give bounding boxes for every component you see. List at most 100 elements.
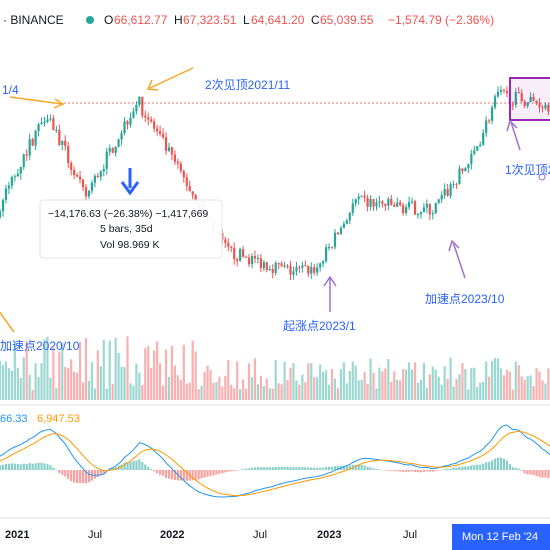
candle-body	[135, 104, 138, 112]
volume-bar	[443, 366, 446, 400]
volume-bar	[547, 368, 550, 400]
candle-body	[505, 90, 509, 93]
candle-body	[473, 150, 476, 154]
macd-histogram-bar	[443, 468, 446, 470]
macd-histogram-bar	[357, 464, 360, 470]
macd-histogram-bar	[407, 470, 411, 472]
macd-histogram-bar	[295, 467, 298, 470]
candle-body	[22, 154, 25, 168]
candle-body	[16, 173, 19, 177]
candle-body	[31, 139, 34, 146]
macd-histogram-bar	[31, 463, 34, 470]
macd-line	[0, 424, 550, 498]
volume-bar	[96, 350, 99, 400]
candle-body	[105, 151, 108, 169]
macd-histogram-bar	[381, 469, 384, 471]
candle-body	[10, 176, 13, 186]
volume-bar	[117, 352, 120, 400]
volume-bar	[496, 358, 500, 400]
macd-histogram-bar	[342, 465, 345, 470]
volume-bar	[256, 384, 260, 400]
candle-body	[241, 249, 245, 257]
volume-bar	[182, 344, 185, 400]
macd-histogram-bar	[322, 467, 325, 470]
volume-bar	[132, 385, 135, 400]
volume-bar	[422, 362, 426, 400]
candle-body	[292, 271, 295, 275]
macd-histogram-bar	[360, 464, 363, 470]
candle-body	[425, 203, 428, 208]
volume-bar	[434, 369, 437, 400]
open-value: 66,612.77	[114, 13, 168, 27]
volume-bar	[75, 372, 79, 400]
macd-histogram-bar	[200, 470, 203, 479]
volume-bar	[425, 387, 428, 400]
volume-bar	[93, 388, 96, 400]
candle-body	[247, 257, 251, 265]
volume-bar	[431, 366, 434, 400]
volume-bar	[490, 360, 494, 400]
macd-histogram-bar	[336, 466, 340, 470]
volume-bar	[84, 337, 88, 400]
macd-histogram-bar	[13, 463, 16, 470]
candle-body	[307, 265, 310, 274]
macd-histogram-bar	[99, 470, 102, 476]
purple-arrow-2023-10-icon	[448, 239, 466, 279]
volume-bar	[28, 374, 31, 400]
macd-histogram-bar	[511, 467, 514, 470]
volume-bar	[253, 358, 257, 400]
macd-histogram-bar	[138, 459, 141, 470]
candle-body	[93, 175, 96, 183]
macd-histogram-bar	[25, 464, 28, 470]
candle-body	[467, 164, 470, 169]
candle-body	[357, 196, 360, 200]
candle-body	[407, 202, 411, 208]
high-value: 67,323.51	[183, 13, 237, 27]
candle-body	[405, 207, 408, 214]
macd-histogram-bar	[313, 467, 316, 470]
candle-body	[194, 195, 197, 204]
volume-bar	[19, 377, 22, 400]
candle-body	[422, 207, 426, 213]
candle-body	[161, 133, 165, 138]
volume-bar	[215, 382, 218, 400]
volume-bar	[16, 367, 19, 400]
first-top-box	[509, 77, 550, 121]
candle-body	[132, 111, 135, 118]
volume-bar	[517, 365, 520, 400]
candle-body	[280, 263, 283, 267]
volume-bar	[271, 388, 274, 400]
macd-histogram-bar	[126, 462, 129, 470]
macd-histogram-bar	[256, 467, 260, 470]
macd-histogram-bar	[73, 470, 76, 483]
volume-bar	[277, 383, 280, 400]
volume-bar	[274, 360, 277, 400]
macd-histogram-bar	[390, 470, 393, 471]
volume-bar	[514, 361, 517, 400]
volume-bar	[372, 373, 375, 400]
volume-bar	[470, 367, 473, 400]
volume-bar	[161, 385, 165, 400]
candle-body	[25, 154, 28, 156]
candle-body	[4, 188, 8, 200]
candle-body	[310, 267, 313, 274]
candle-body	[529, 96, 532, 103]
macd-histogram-bar	[479, 464, 482, 470]
macd-histogram-bar	[78, 470, 82, 484]
macd-histogram-bar	[333, 466, 337, 470]
volume-bar	[336, 388, 340, 400]
macd-histogram-bar	[422, 470, 426, 472]
volume-bar	[405, 369, 408, 400]
volume-bar	[375, 388, 378, 400]
candle-body	[538, 103, 541, 108]
volume-bar	[67, 368, 70, 400]
macd-histogram-bar	[310, 467, 313, 470]
macd-histogram-bar	[330, 466, 334, 470]
macd-histogram-bar	[28, 463, 31, 470]
macd-histogram-bar	[179, 470, 182, 481]
macd-histogram-bar	[520, 470, 523, 471]
candle-body	[322, 261, 325, 264]
volume-bar	[345, 383, 348, 400]
volume-bar	[114, 337, 117, 400]
